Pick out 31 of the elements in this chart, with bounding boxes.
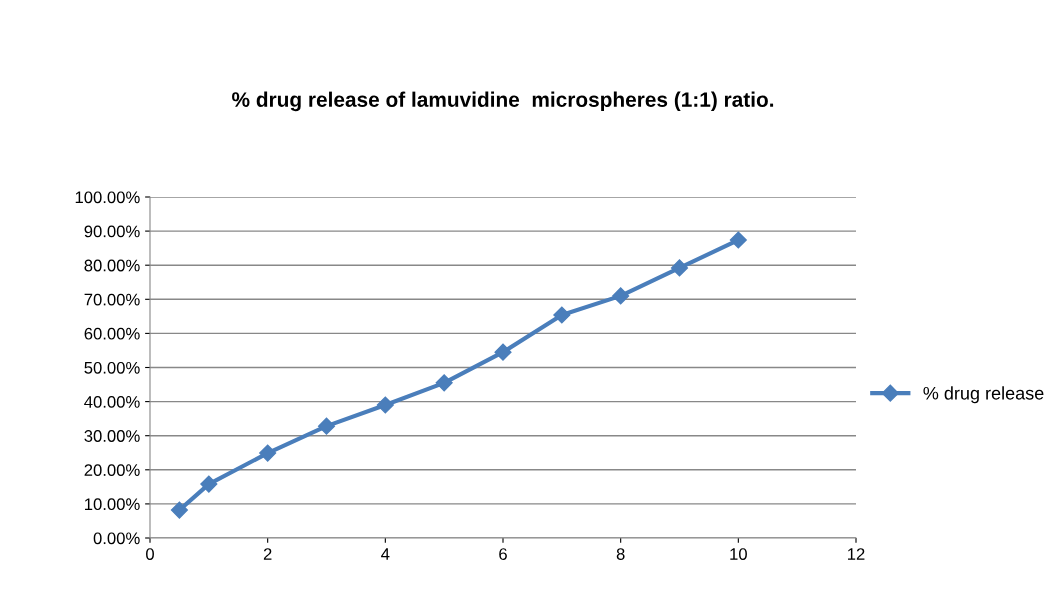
y-tick-label: 70.00% bbox=[84, 293, 140, 306]
point bbox=[729, 231, 747, 249]
point bbox=[670, 259, 689, 277]
x-tick-label: 4 bbox=[381, 548, 390, 560]
y-tick-label: 80.00% bbox=[84, 259, 140, 272]
x-tick-label: 10 bbox=[730, 548, 747, 560]
y-tick-label: 90.00% bbox=[84, 225, 140, 238]
point bbox=[494, 343, 512, 361]
point bbox=[612, 287, 630, 305]
y-tick-label: 60.00% bbox=[84, 327, 140, 340]
x-tick-label: 2 bbox=[263, 548, 272, 560]
x-tick-label: 12 bbox=[848, 548, 865, 560]
y-tick-label: 100.00% bbox=[75, 191, 140, 204]
point bbox=[435, 374, 453, 392]
y-tick-label: 20.00% bbox=[84, 464, 140, 476]
x-tick-label: 8 bbox=[616, 548, 625, 560]
point bbox=[317, 417, 336, 435]
y-tick-label: 10.00% bbox=[85, 498, 140, 511]
y-tick-label: 0.00% bbox=[93, 532, 140, 545]
point bbox=[170, 501, 188, 519]
point bbox=[376, 396, 394, 414]
chart-title: % drug release of lamuvidine microspheres (1:1) ratio. bbox=[232, 91, 774, 112]
y-tick-label: 50.00% bbox=[84, 361, 140, 374]
x-tick-label: 0 bbox=[146, 548, 154, 560]
legend-label: % drug release bbox=[923, 386, 1044, 404]
point bbox=[259, 444, 277, 462]
point bbox=[553, 306, 571, 324]
y-tick-label: 30.00% bbox=[84, 430, 140, 442]
x-tick-label: 6 bbox=[499, 548, 507, 560]
point bbox=[200, 475, 218, 493]
y-tick-label: 40.00% bbox=[84, 396, 140, 408]
